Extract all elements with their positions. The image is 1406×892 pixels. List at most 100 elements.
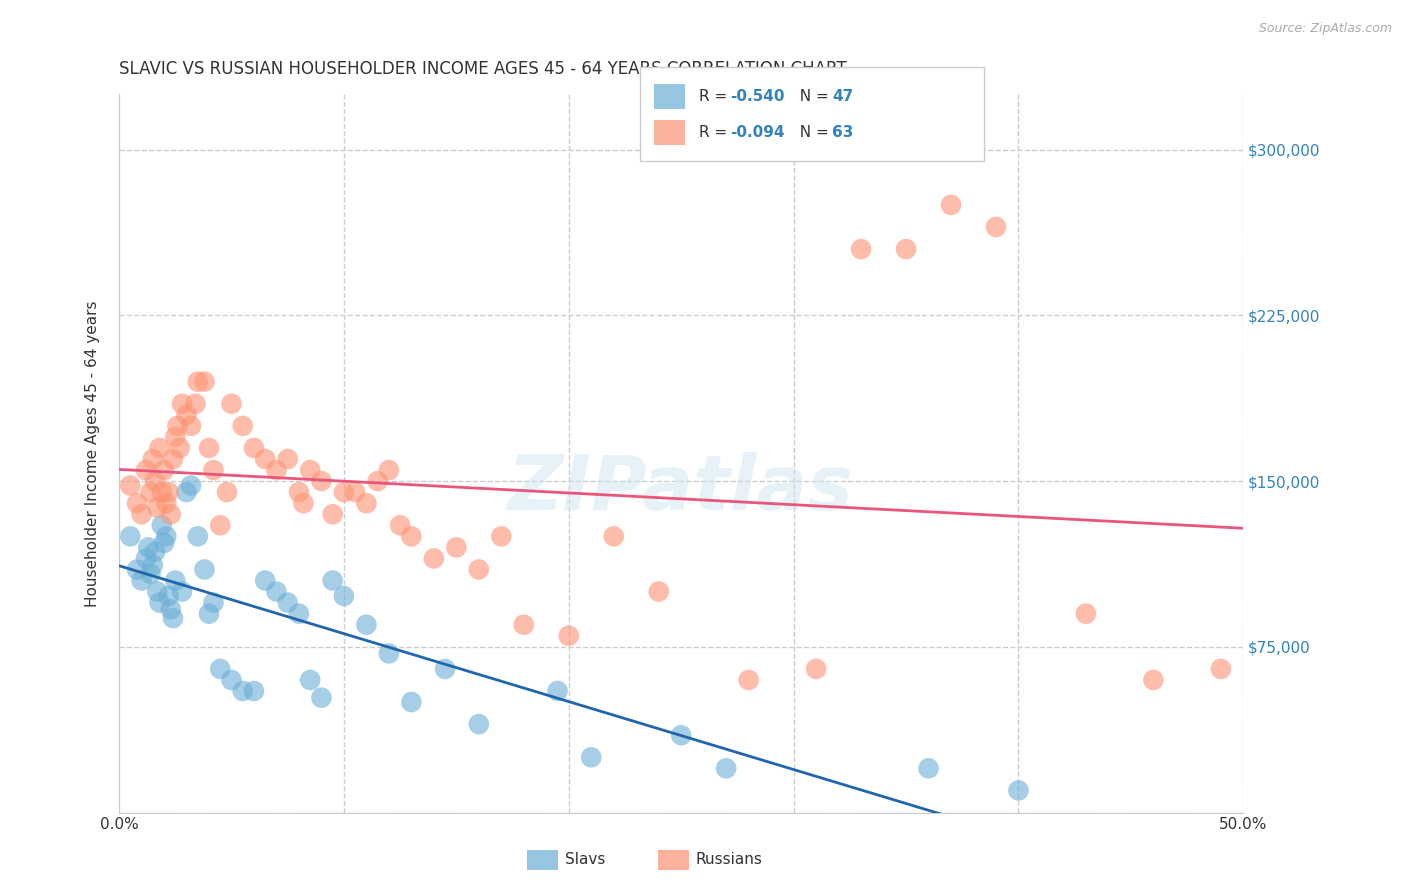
Point	[804, 662, 827, 676]
Point	[176, 485, 198, 500]
Point	[356, 496, 378, 510]
Point	[513, 617, 536, 632]
Point	[215, 485, 238, 500]
Point	[1209, 662, 1232, 676]
Point	[254, 574, 277, 588]
Point	[221, 397, 243, 411]
Point	[322, 574, 344, 588]
Point	[378, 647, 401, 661]
Point	[187, 529, 209, 543]
Point	[165, 430, 187, 444]
Point	[446, 541, 468, 555]
Point	[169, 441, 191, 455]
Point	[155, 529, 177, 543]
Point	[143, 474, 166, 488]
Point	[1074, 607, 1097, 621]
Point	[389, 518, 412, 533]
Text: -0.094: -0.094	[730, 125, 785, 139]
Point	[243, 441, 266, 455]
Point	[202, 596, 225, 610]
Point	[146, 500, 169, 515]
Point	[198, 607, 221, 621]
Point	[288, 607, 311, 621]
Text: N =: N =	[790, 125, 834, 139]
Point	[148, 441, 170, 455]
Point	[120, 478, 142, 492]
Point	[288, 485, 311, 500]
Text: R =: R =	[699, 89, 733, 103]
Point	[162, 611, 184, 625]
Point	[243, 684, 266, 698]
Point	[378, 463, 401, 477]
Point	[170, 584, 193, 599]
Point	[153, 536, 176, 550]
Point	[162, 452, 184, 467]
Point	[176, 408, 198, 422]
Point	[1142, 673, 1164, 687]
Point	[344, 485, 367, 500]
Point	[917, 761, 939, 775]
Text: Slavs: Slavs	[565, 853, 606, 867]
Point	[187, 375, 209, 389]
Point	[1007, 783, 1029, 797]
Point	[558, 629, 581, 643]
Point	[311, 690, 333, 705]
Point	[647, 584, 669, 599]
Point	[254, 452, 277, 467]
Point	[232, 684, 254, 698]
Point	[939, 198, 962, 212]
Point	[356, 617, 378, 632]
Point	[165, 574, 187, 588]
Point	[333, 485, 356, 500]
Text: Source: ZipAtlas.com: Source: ZipAtlas.com	[1258, 22, 1392, 36]
Point	[135, 463, 157, 477]
Point	[193, 562, 215, 576]
Point	[277, 452, 299, 467]
Point	[209, 662, 232, 676]
Point	[491, 529, 513, 543]
Point	[266, 463, 288, 477]
Point	[232, 418, 254, 433]
Point	[333, 589, 356, 603]
Point	[153, 463, 176, 477]
Point	[468, 717, 491, 731]
Point	[166, 418, 188, 433]
Point	[894, 242, 917, 256]
Point	[311, 474, 333, 488]
Point	[193, 375, 215, 389]
Point	[221, 673, 243, 687]
Point	[157, 485, 180, 500]
Point	[148, 596, 170, 610]
Point	[170, 397, 193, 411]
Text: ZIPatlas: ZIPatlas	[508, 452, 855, 526]
Point	[120, 529, 142, 543]
Point	[180, 478, 202, 492]
Point	[277, 596, 299, 610]
Point	[135, 551, 157, 566]
Point	[292, 496, 315, 510]
Point	[131, 508, 153, 522]
Point	[159, 508, 181, 522]
Point	[131, 574, 153, 588]
Point	[150, 518, 173, 533]
Point	[669, 728, 692, 742]
Y-axis label: Householder Income Ages 45 - 64 years: Householder Income Ages 45 - 64 years	[86, 301, 100, 607]
Point	[547, 684, 569, 698]
Point	[184, 397, 207, 411]
Point	[468, 562, 491, 576]
Point	[146, 584, 169, 599]
Point	[401, 695, 423, 709]
Text: 47: 47	[832, 89, 853, 103]
Point	[139, 485, 162, 500]
Point	[180, 418, 202, 433]
Text: Russians: Russians	[696, 853, 763, 867]
Point	[423, 551, 446, 566]
Point	[202, 463, 225, 477]
Text: -0.540: -0.540	[730, 89, 785, 103]
Point	[125, 562, 148, 576]
Point	[150, 485, 173, 500]
Point	[714, 761, 737, 775]
Point	[198, 441, 221, 455]
Point	[737, 673, 759, 687]
Point	[143, 545, 166, 559]
